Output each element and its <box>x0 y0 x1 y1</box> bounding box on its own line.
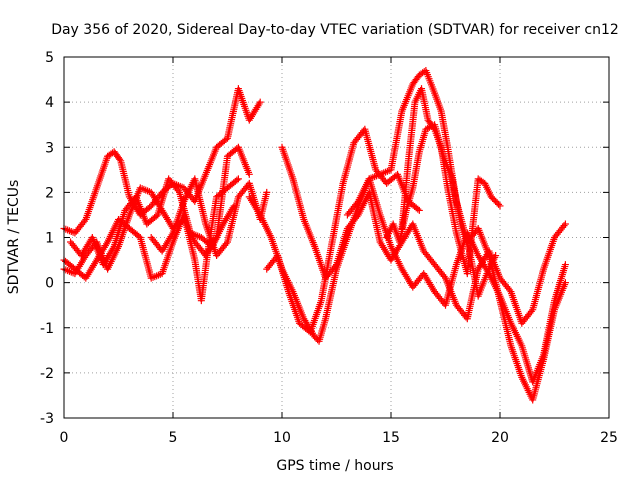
data-point <box>263 188 271 196</box>
y-tick-label: 4 <box>45 95 54 111</box>
x-tick-label: 25 <box>600 430 618 446</box>
x-tick-label: 5 <box>169 430 178 446</box>
series-sat-11 <box>383 121 500 300</box>
data-point <box>256 98 264 106</box>
data-point <box>331 262 339 270</box>
data-point <box>495 200 503 208</box>
data-point <box>561 220 569 228</box>
plot-area <box>60 67 569 404</box>
y-tick-label: 1 <box>45 231 54 247</box>
x-tick-label: 15 <box>382 430 400 446</box>
data-point <box>353 213 361 221</box>
data-point <box>233 176 241 184</box>
y-tick-label: 3 <box>45 140 54 156</box>
data-point <box>174 187 182 195</box>
data-point <box>222 240 230 248</box>
data-point <box>492 252 500 260</box>
y-tick-label: -2 <box>40 366 54 382</box>
grid <box>64 57 609 418</box>
series-sat-4 <box>67 175 238 269</box>
y-tick-label: 2 <box>45 185 54 201</box>
x-tick-label: 10 <box>273 430 291 446</box>
x-tick-label: 0 <box>60 430 69 446</box>
y-tick-label: 5 <box>45 50 54 66</box>
data-point <box>353 199 361 207</box>
data-point <box>561 261 569 269</box>
data-point <box>560 222 568 230</box>
x-tick-label: 20 <box>491 430 509 446</box>
y-tick-label: -1 <box>40 321 54 337</box>
data-point <box>414 205 422 213</box>
chart-title: Day 356 of 2020, Sidereal Day-to-day VTE… <box>51 22 619 38</box>
data-point <box>245 170 253 178</box>
y-axis-label: SDTVAR / TECUs <box>6 180 22 295</box>
data-point <box>561 279 569 287</box>
data-point <box>506 286 514 294</box>
data-point <box>415 206 423 214</box>
data-point <box>496 202 504 210</box>
x-axis-label: GPS time / hours <box>276 458 393 474</box>
data-point <box>80 217 88 225</box>
y-tick-label: -3 <box>40 411 54 427</box>
ticks: 0 5 10 15 20 25 -3 -2 -1 0 1 2 3 4 5 <box>40 50 618 446</box>
data-point <box>234 175 242 183</box>
data-point <box>527 307 535 315</box>
series-sat-5 <box>147 175 271 260</box>
y-tick-label: 0 <box>45 276 54 292</box>
data-point <box>440 272 448 280</box>
data-point <box>116 155 124 163</box>
